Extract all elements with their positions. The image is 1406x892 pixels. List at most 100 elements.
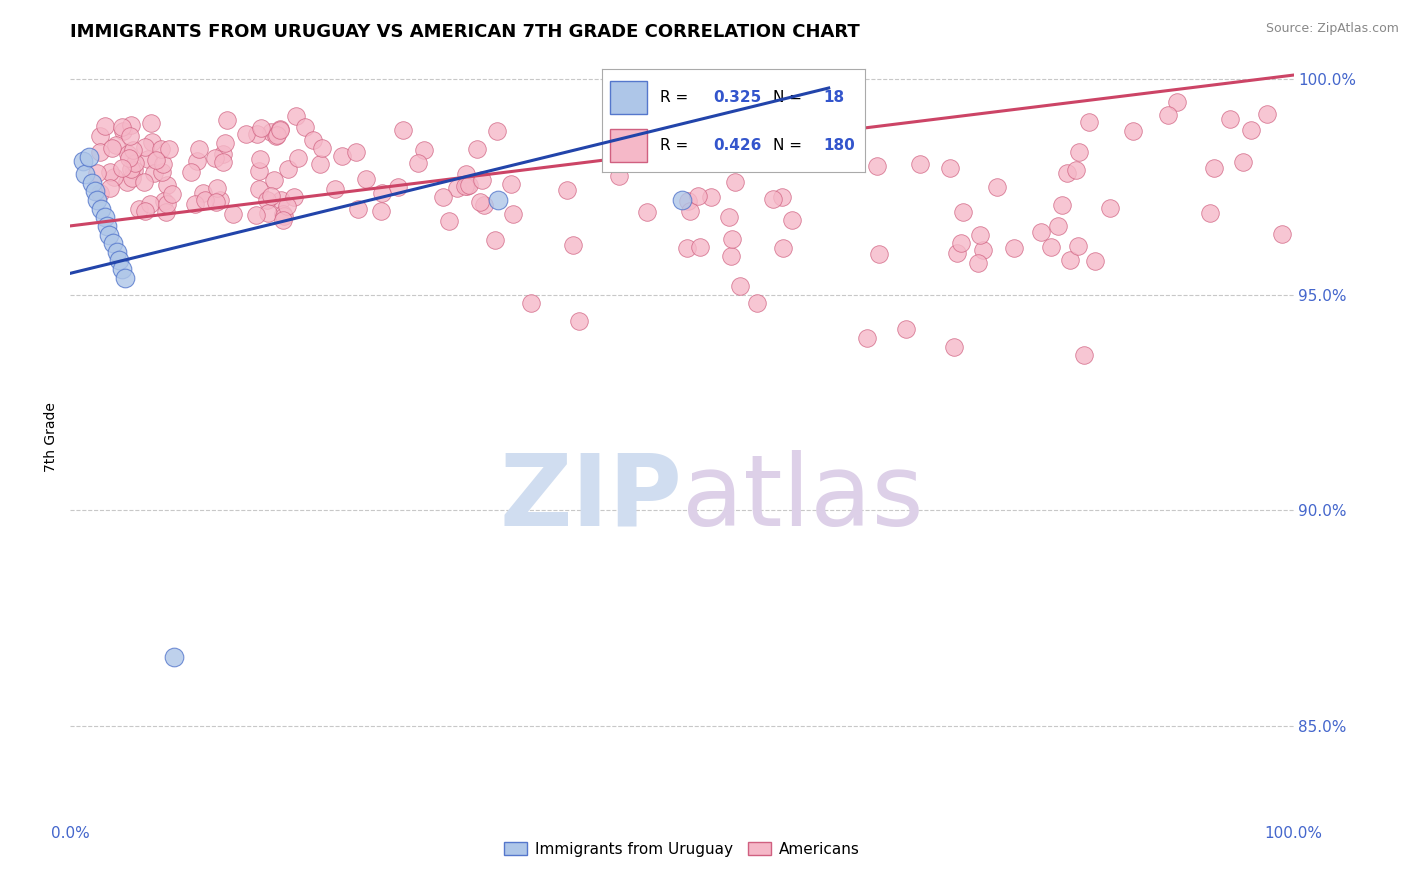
Point: [309, 157, 332, 171]
Point: [141, 136, 163, 150]
Point: [347, 202, 370, 217]
Point: [132, 175, 155, 189]
Point: [283, 190, 305, 204]
Point: [772, 242, 794, 256]
Point: [370, 203, 392, 218]
Point: [160, 187, 183, 202]
Point: [111, 123, 134, 137]
Point: [470, 194, 492, 209]
Point: [266, 128, 288, 142]
Point: [686, 189, 709, 203]
Point: [120, 162, 142, 177]
Point: [501, 177, 523, 191]
Point: [108, 253, 131, 268]
Text: Source: ZipAtlas.com: Source: ZipAtlas.com: [1265, 22, 1399, 36]
Point: [98, 181, 121, 195]
Point: [188, 142, 211, 156]
Point: [1271, 227, 1294, 241]
Point: [276, 199, 298, 213]
Point: [89, 129, 111, 144]
Point: [134, 203, 156, 218]
Point: [271, 212, 294, 227]
Point: [868, 247, 890, 261]
Point: [1084, 253, 1107, 268]
Point: [354, 172, 377, 186]
Point: [1098, 201, 1121, 215]
Point: [762, 192, 785, 206]
Point: [432, 190, 454, 204]
Point: [972, 244, 994, 258]
Point: [1240, 123, 1263, 137]
Point: [142, 166, 165, 180]
Point: [986, 180, 1008, 194]
Point: [454, 167, 477, 181]
Point: [86, 193, 108, 207]
Point: [1256, 107, 1278, 121]
Point: [1219, 112, 1241, 127]
Point: [121, 171, 143, 186]
Point: [287, 151, 309, 165]
Point: [1064, 163, 1087, 178]
Point: [139, 116, 162, 130]
Point: [249, 163, 271, 178]
Point: [330, 149, 353, 163]
Point: [782, 212, 804, 227]
Point: [271, 206, 294, 220]
Point: [152, 156, 174, 170]
Point: [949, 235, 972, 250]
Point: [180, 164, 202, 178]
Point: [155, 204, 177, 219]
Point: [1029, 226, 1052, 240]
Point: [157, 141, 180, 155]
Point: [794, 131, 817, 145]
Point: [946, 245, 969, 260]
Point: [122, 143, 145, 157]
Point: [817, 81, 839, 95]
Text: ZIP: ZIP: [499, 450, 682, 547]
Point: [260, 189, 283, 203]
Point: [1202, 161, 1225, 175]
Point: [134, 139, 156, 153]
Point: [689, 240, 711, 254]
Point: [263, 173, 285, 187]
Legend: Immigrants from Uruguay, Americans: Immigrants from Uruguay, Americans: [498, 836, 866, 863]
Text: IMMIGRANTS FROM URUGUAY VS AMERICAN 7TH GRADE CORRELATION CHART: IMMIGRANTS FROM URUGUAY VS AMERICAN 7TH …: [70, 23, 860, 41]
Point: [609, 153, 631, 168]
Point: [866, 159, 889, 173]
Point: [371, 186, 394, 200]
Point: [413, 143, 436, 157]
Point: [215, 112, 238, 127]
Point: [153, 194, 176, 208]
Point: [706, 129, 728, 144]
Point: [485, 124, 508, 138]
Point: [1073, 348, 1095, 362]
Text: atlas: atlas: [682, 450, 924, 547]
Point: [472, 197, 495, 211]
Point: [96, 219, 118, 233]
Point: [323, 182, 346, 196]
Point: [284, 110, 307, 124]
Point: [155, 178, 177, 192]
Point: [392, 123, 415, 137]
Point: [908, 157, 931, 171]
Point: [969, 227, 991, 242]
Point: [273, 210, 295, 224]
Point: [568, 314, 591, 328]
Point: [1232, 155, 1254, 169]
Point: [728, 279, 751, 293]
Point: [118, 151, 141, 165]
Point: [1056, 166, 1078, 180]
Point: [1157, 108, 1180, 122]
Point: [1067, 239, 1090, 253]
Point: [676, 240, 699, 254]
Point: [214, 136, 236, 150]
Point: [1067, 145, 1090, 160]
Point: [676, 194, 699, 208]
Point: [607, 169, 630, 183]
Point: [720, 249, 742, 263]
Point: [700, 189, 723, 203]
Point: [118, 128, 141, 143]
Point: [103, 169, 125, 184]
Point: [145, 153, 167, 168]
Point: [117, 147, 139, 161]
